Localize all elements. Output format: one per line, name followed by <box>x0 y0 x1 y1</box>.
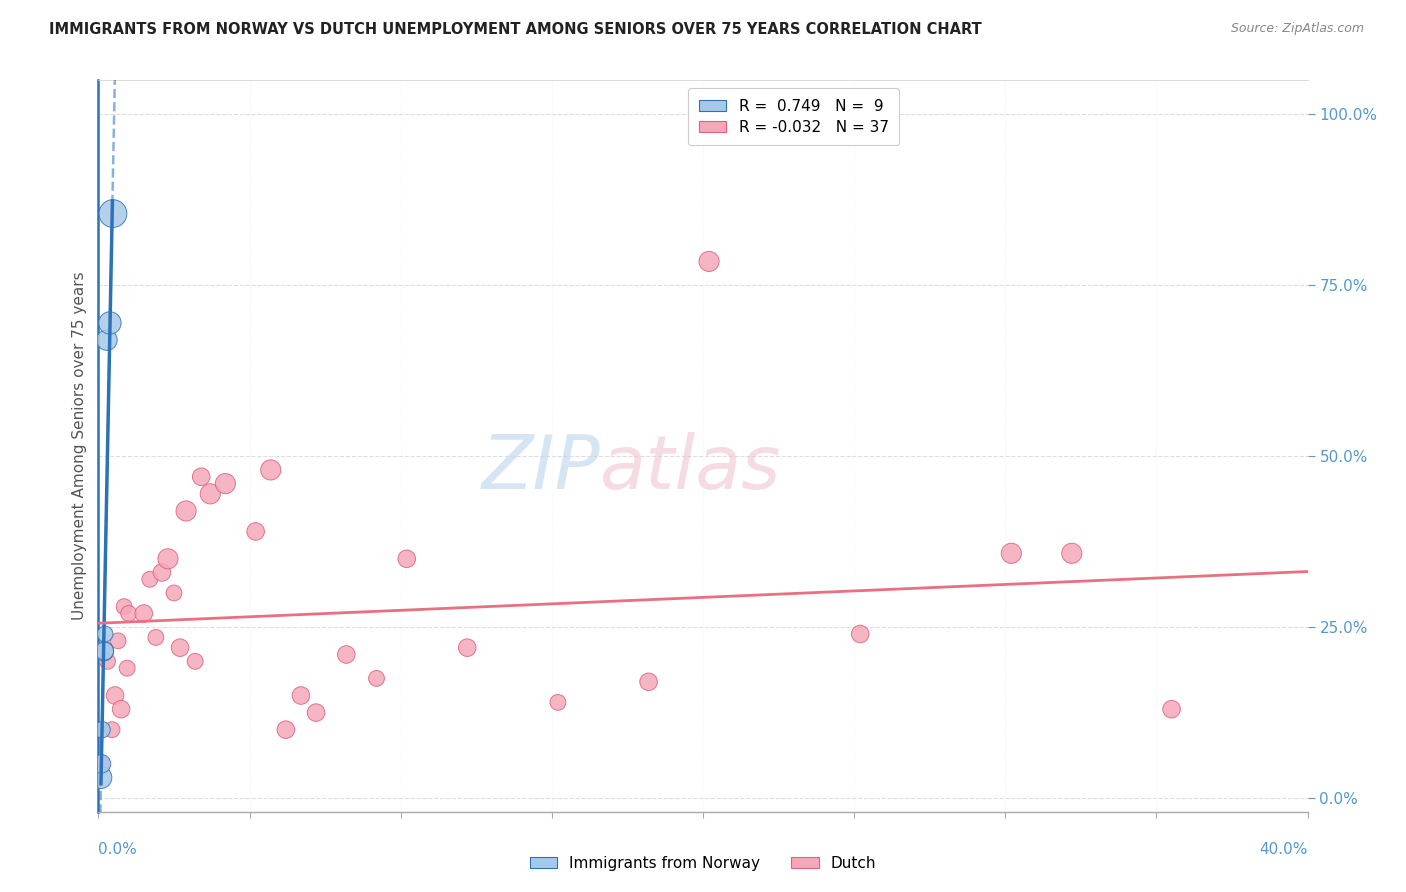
Point <box>145 631 167 645</box>
Text: 0.0%: 0.0% <box>98 842 138 857</box>
Point <box>214 476 236 491</box>
Point <box>115 661 138 675</box>
Legend: Immigrants from Norway, Dutch: Immigrants from Norway, Dutch <box>523 850 883 877</box>
Point <box>101 723 124 737</box>
Point <box>139 572 162 586</box>
Point <box>200 487 222 501</box>
Y-axis label: Unemployment Among Seniors over 75 years: Unemployment Among Seniors over 75 years <box>72 272 87 620</box>
Point <box>94 627 117 641</box>
Text: Source: ZipAtlas.com: Source: ZipAtlas.com <box>1230 22 1364 36</box>
Text: 40.0%: 40.0% <box>1260 842 1308 857</box>
Point <box>547 695 569 709</box>
Point <box>697 254 720 268</box>
Point <box>190 469 212 483</box>
Point <box>107 633 129 648</box>
Point <box>90 771 112 785</box>
Point <box>93 644 115 658</box>
Point <box>118 607 141 621</box>
Point <box>110 702 132 716</box>
Text: ZIP: ZIP <box>481 432 600 504</box>
Point <box>1060 546 1083 560</box>
Text: IMMIGRANTS FROM NORWAY VS DUTCH UNEMPLOYMENT AMONG SENIORS OVER 75 YEARS CORRELA: IMMIGRANTS FROM NORWAY VS DUTCH UNEMPLOY… <box>49 22 981 37</box>
Point <box>1000 546 1022 560</box>
Point <box>184 654 207 668</box>
Point <box>366 672 388 686</box>
Point <box>96 333 118 347</box>
Point <box>90 756 112 771</box>
Point <box>104 689 127 703</box>
Point <box>156 551 179 566</box>
Point <box>849 627 872 641</box>
Point <box>150 566 173 580</box>
Point <box>163 586 186 600</box>
Point <box>98 316 121 330</box>
Point <box>260 463 283 477</box>
Point <box>245 524 267 539</box>
Point <box>174 504 197 518</box>
Point <box>395 551 418 566</box>
Point <box>101 206 124 220</box>
Point <box>274 723 297 737</box>
Point <box>93 644 115 658</box>
Point <box>456 640 478 655</box>
Point <box>96 654 118 668</box>
Point <box>132 607 155 621</box>
Point <box>1160 702 1182 716</box>
Point <box>90 756 112 771</box>
Point <box>335 648 357 662</box>
Point <box>290 689 312 703</box>
Text: atlas: atlas <box>600 432 782 504</box>
Point <box>112 599 135 614</box>
Point <box>637 674 659 689</box>
Point <box>91 723 114 737</box>
Point <box>169 640 191 655</box>
Point <box>305 706 328 720</box>
